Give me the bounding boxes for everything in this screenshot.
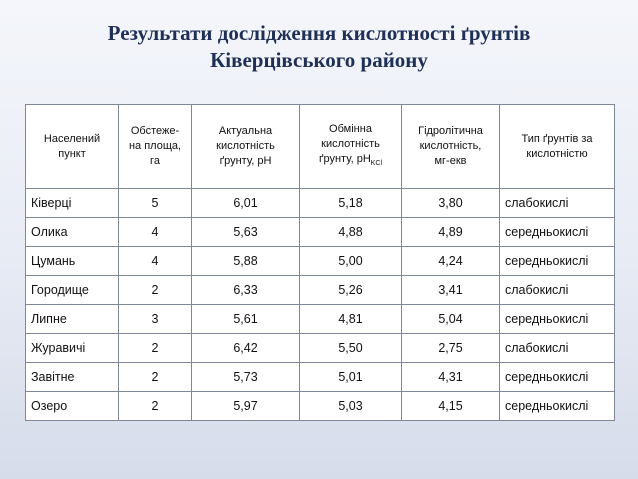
header-area: Обстеже- на площа, га: [118, 104, 192, 189]
cell-exchange-ph: 4,88: [299, 217, 402, 247]
cell-soil-type: середньокислі: [499, 217, 615, 247]
cell-exchange-ph: 5,50: [299, 333, 402, 363]
cell-hydrolytic: 4,15: [401, 391, 500, 421]
cell-settlement: Городище: [25, 275, 119, 305]
cell-soil-type: середньокислі: [499, 391, 615, 421]
cell-actual-ph: 5,88: [191, 246, 300, 276]
cell-exchange-ph: 5,00: [299, 246, 402, 276]
cell-exchange-ph: 5,03: [299, 391, 402, 421]
cell-soil-type: середньокислі: [499, 246, 615, 276]
cell-soil-type: слабокислі: [499, 275, 615, 305]
table-row: Олика 4 5,63 4,88 4,89 середньокислі: [25, 217, 615, 247]
title-line-1: Результати дослідження кислотності ґрунт…: [107, 21, 531, 45]
cell-settlement: Завітне: [25, 362, 119, 392]
cell-area: 4: [118, 217, 192, 247]
cell-exchange-ph: 5,26: [299, 275, 402, 305]
cell-area: 3: [118, 304, 192, 334]
cell-soil-type: середньокислі: [499, 362, 615, 392]
table-body: Ківерці 5 6,01 5,18 3,80 слабокислі Олик…: [25, 188, 615, 421]
cell-exchange-ph: 4,81: [299, 304, 402, 334]
table-row: Озеро 2 5,97 5,03 4,15 середньокислі: [25, 391, 615, 421]
title-line-2: Ківерцівського району: [210, 48, 428, 72]
cell-actual-ph: 5,73: [191, 362, 300, 392]
cell-exchange-ph: 5,01: [299, 362, 402, 392]
cell-settlement: Журавичі: [25, 333, 119, 363]
cell-hydrolytic: 3,80: [401, 188, 500, 218]
slide-title: Результати дослідження кислотності ґрунт…: [0, 20, 638, 74]
cell-exchange-ph: 5,18: [299, 188, 402, 218]
header-actual-acidity: Актуальна кислотність ґрунту, рН: [191, 104, 300, 189]
table-row: Цумань 4 5,88 5,00 4,24 середньокислі: [25, 246, 615, 276]
table-row: Журавичі 2 6,42 5,50 2,75 слабокислі: [25, 333, 615, 363]
cell-settlement: Ківерці: [25, 188, 119, 218]
cell-settlement: Олика: [25, 217, 119, 247]
header-hydrolytic-acidity: Гідролітична кислотність, мг-екв: [401, 104, 500, 189]
table-row: Городище 2 6,33 5,26 3,41 слабокислі: [25, 275, 615, 305]
cell-soil-type: слабокислі: [499, 188, 615, 218]
header-settlement: Населений пункт: [25, 104, 119, 189]
table-row: Ківерці 5 6,01 5,18 3,80 слабокислі: [25, 188, 615, 218]
cell-area: 2: [118, 333, 192, 363]
soil-acidity-table: Населений пункт Обстеже- на площа, га Ак…: [25, 104, 615, 421]
cell-hydrolytic: 2,75: [401, 333, 500, 363]
table-row: Завітне 2 5,73 5,01 4,31 середньокислі: [25, 362, 615, 392]
table-row: Липне 3 5,61 4,81 5,04 середньокислі: [25, 304, 615, 334]
header-exchange-acidity: Обмінна кислотність ґрунту, рНKCl: [299, 104, 402, 189]
cell-actual-ph: 6,42: [191, 333, 300, 363]
cell-area: 2: [118, 275, 192, 305]
cell-area: 2: [118, 362, 192, 392]
cell-soil-type: середньокислі: [499, 304, 615, 334]
cell-soil-type: слабокислі: [499, 333, 615, 363]
cell-settlement: Липне: [25, 304, 119, 334]
cell-settlement: Цумань: [25, 246, 119, 276]
cell-actual-ph: 6,33: [191, 275, 300, 305]
header-soil-type: Тип ґрунтів за кислотністю: [499, 104, 615, 189]
cell-actual-ph: 6,01: [191, 188, 300, 218]
table-header-row: Населений пункт Обстеже- на площа, га Ак…: [25, 104, 615, 189]
cell-hydrolytic: 4,89: [401, 217, 500, 247]
cell-settlement: Озеро: [25, 391, 119, 421]
kcl-subscript: KCl: [370, 160, 383, 168]
cell-hydrolytic: 4,24: [401, 246, 500, 276]
cell-actual-ph: 5,97: [191, 391, 300, 421]
cell-area: 2: [118, 391, 192, 421]
cell-hydrolytic: 3,41: [401, 275, 500, 305]
cell-hydrolytic: 4,31: [401, 362, 500, 392]
cell-area: 4: [118, 246, 192, 276]
cell-hydrolytic: 5,04: [401, 304, 500, 334]
cell-actual-ph: 5,63: [191, 217, 300, 247]
cell-area: 5: [118, 188, 192, 218]
cell-actual-ph: 5,61: [191, 304, 300, 334]
